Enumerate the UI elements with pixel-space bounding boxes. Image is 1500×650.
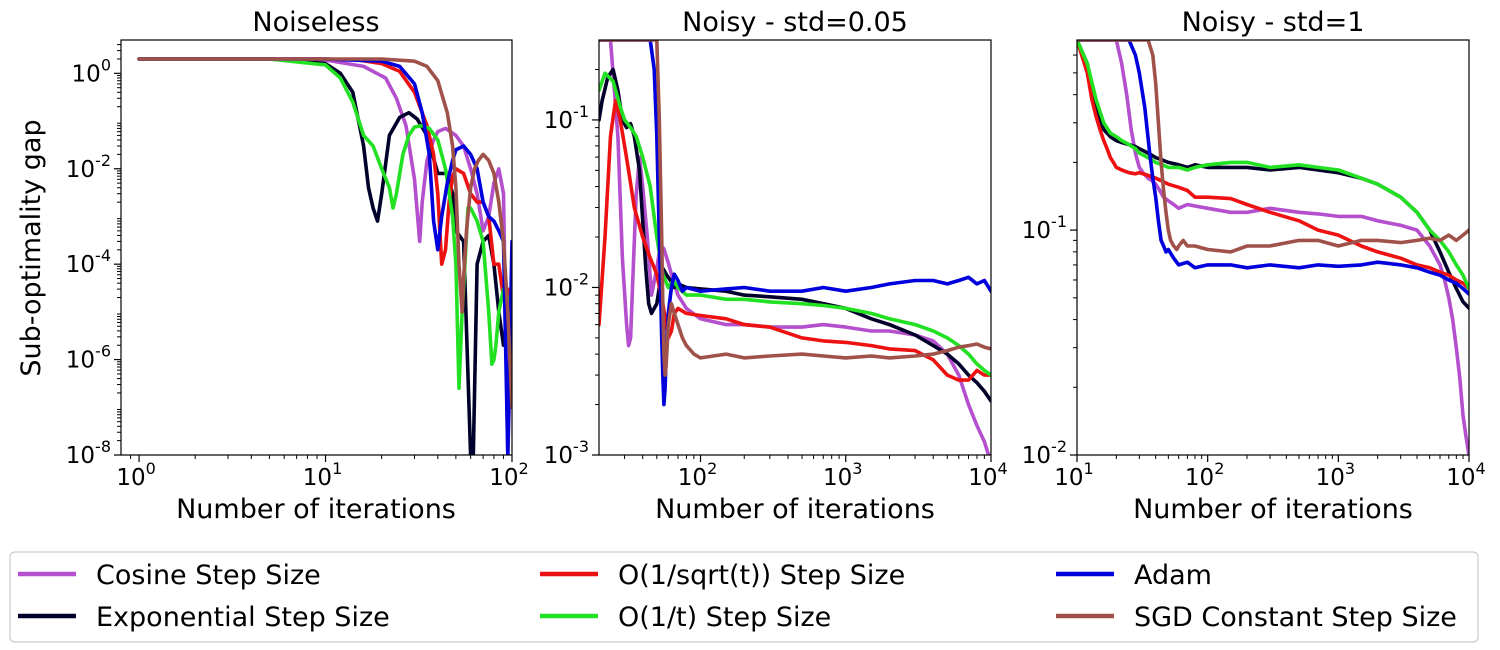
y-tick-label: 10-2 <box>1022 437 1067 469</box>
series-o-1-sqrt-t-step-size <box>1077 40 1469 291</box>
legend-label: SGD Constant Step Size <box>1134 602 1457 633</box>
y-axis-label: Sub-optimality gap <box>16 119 47 376</box>
panel-title: Noisy - std=0.05 <box>682 7 908 38</box>
legend-label: Exponential Step Size <box>96 602 390 633</box>
plot-area <box>599 40 991 455</box>
series-cosine-step-size <box>599 40 991 455</box>
x-axis-label: Number of iterations <box>1133 494 1413 525</box>
x-tick-label: 100 <box>116 459 155 491</box>
panel-noisy-005: Noisy - std=0.05 102 103 104 10-3 10-2 10-1 N… <box>544 7 1008 525</box>
series-cosine-step-size <box>1077 40 1469 455</box>
series-sgd-constant-step-size <box>137 57 512 410</box>
legend: Cosine Step Size Exponential Step Size O(1… <box>9 551 1479 643</box>
y-tick-label: 10-2 <box>66 151 111 183</box>
panel-noiseless: Noiseless 100 101 102 10-8 10-6 10-4 10-2 100 N… <box>66 7 529 525</box>
x-tick-label: 101 <box>1054 459 1093 491</box>
y-tick-label: 100 <box>72 55 111 87</box>
axes-frame <box>598 39 992 456</box>
plot-area <box>137 57 512 455</box>
y-tick-label: 10-1 <box>544 102 589 134</box>
x-tick-label: 102 <box>678 459 717 491</box>
legend-label: O(1/t) Step Size <box>618 602 831 633</box>
y-tick-label: 10-3 <box>544 437 589 469</box>
series-adam <box>1077 40 1469 296</box>
panel-noisy-1: Noisy - std=1 101 102 103 104 10-2 10-1 Numbe… <box>1022 7 1486 525</box>
legend-label: O(1/sqrt(t)) Step Size <box>618 560 905 591</box>
legend-label: Cosine Step Size <box>96 560 321 591</box>
y-tick-label: 10-4 <box>66 246 111 278</box>
series-sgd-constant-step-size <box>1077 40 1469 254</box>
x-tick-label: 103 <box>823 459 862 491</box>
series-sgd-constant-step-size <box>599 40 991 377</box>
x-axis-label: Number of iterations <box>655 494 935 525</box>
series-o-1-t-step-size <box>1077 40 1469 291</box>
axes-frame <box>1076 39 1470 456</box>
series-o-1-t-step-size <box>599 71 991 377</box>
x-tick-label: 101 <box>303 459 342 491</box>
plot-area <box>1077 40 1469 455</box>
x-tick-label: 104 <box>968 459 1007 491</box>
y-tick-label: 10-6 <box>66 342 111 374</box>
axes-frame <box>120 39 513 456</box>
panel-title: Noisy - std=1 <box>1182 7 1365 38</box>
series-o-1-t-step-size <box>137 57 512 391</box>
ticks: 101 102 103 104 10-2 10-1 <box>1022 54 1486 491</box>
x-tick-label: 103 <box>1316 459 1355 491</box>
x-tick-label: 102 <box>1185 459 1224 491</box>
series-adam <box>599 40 991 407</box>
y-tick-label: 10-2 <box>544 269 589 301</box>
x-tick-label: 102 <box>489 459 528 491</box>
x-tick-label: 104 <box>1446 459 1485 491</box>
y-tick-label: 10-8 <box>66 437 111 469</box>
panel-title: Noiseless <box>252 7 379 38</box>
series-o-1-sqrt-t-step-size <box>599 99 991 382</box>
x-axis-label: Number of iterations <box>176 494 456 525</box>
legend-label: Adam <box>1134 560 1212 591</box>
y-tick-label: 10-1 <box>1022 212 1067 244</box>
